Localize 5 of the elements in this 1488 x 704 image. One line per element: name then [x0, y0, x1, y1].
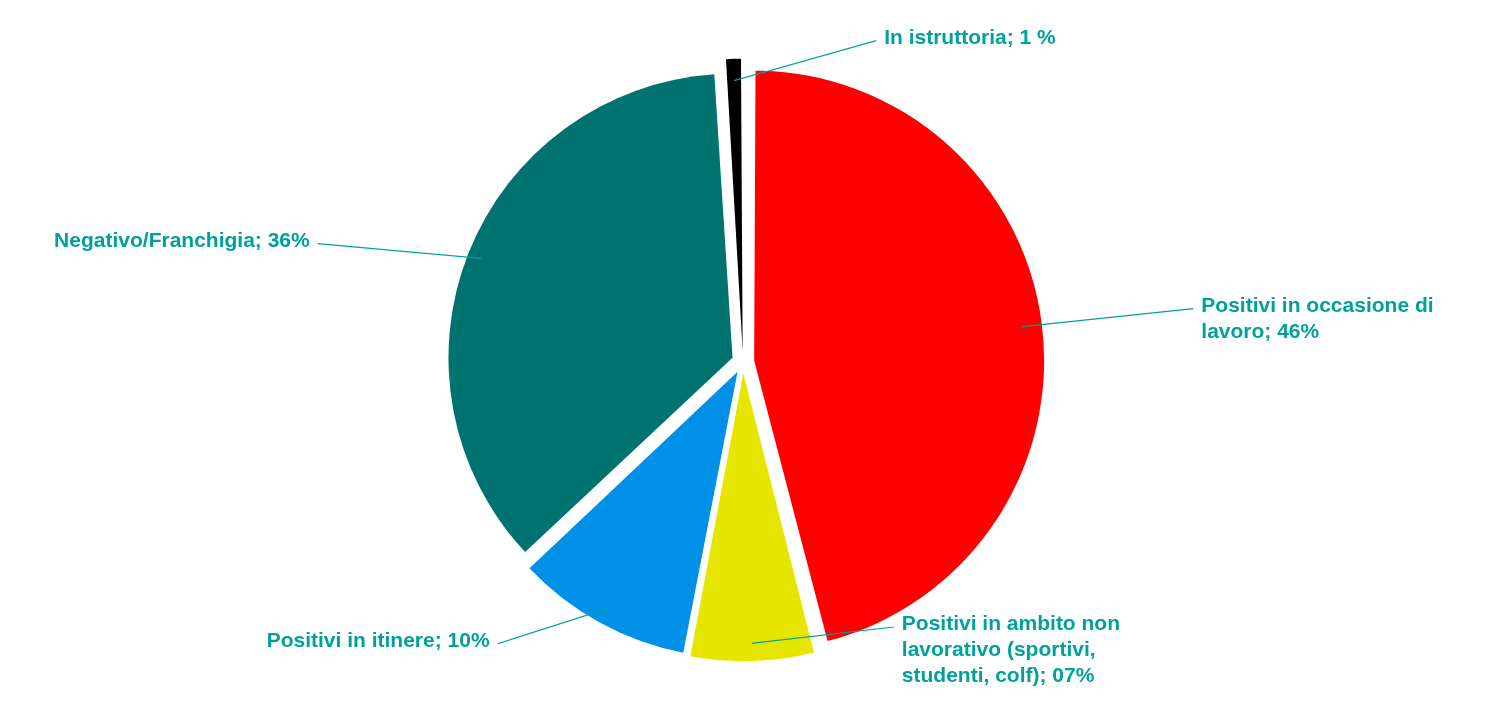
- slice-label: Positivi in occasione di lavoro; 46%: [1201, 293, 1434, 342]
- slice-label: Negativo/Franchigia; 36%: [54, 227, 311, 251]
- slice-label: Positivi in ambito non lavorativo (sportivi, studenti, colf); 07%: [901, 611, 1121, 687]
- slice-label: In istruttoria; 1 %: [884, 24, 1056, 48]
- slice-label: Positivi in itinere; 10%: [266, 628, 490, 652]
